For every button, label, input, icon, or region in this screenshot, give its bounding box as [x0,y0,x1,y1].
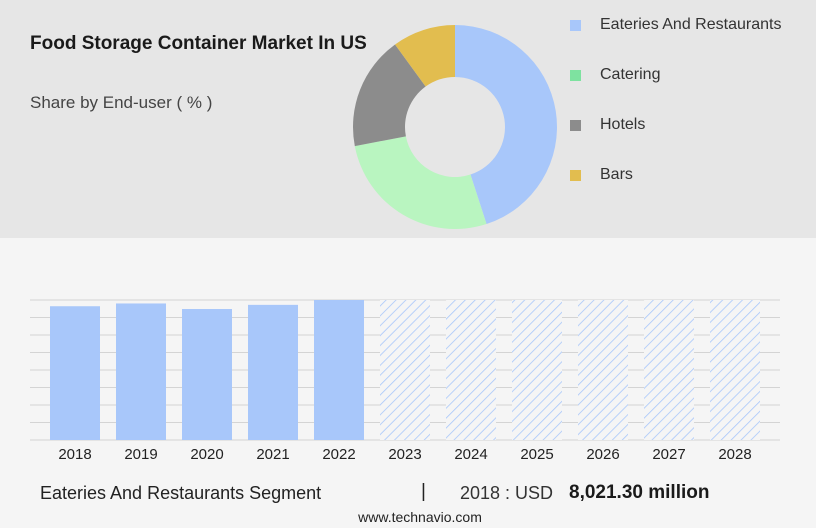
legend-label: Hotels [600,116,646,133]
x-tick-label: 2025 [520,446,553,463]
chart-title: Food Storage Container Market In US [30,33,367,54]
footer-divider: | [421,481,426,502]
year-label: 2018 : USD [460,483,554,503]
forecast-bar-2024 [446,300,496,440]
chart-subtitle: Share by End-user ( % ) [30,93,213,112]
bar-2021 [248,304,298,440]
legend-swatch [570,120,581,131]
donut-chart [353,25,557,229]
segment-label: Eateries And Restaurants Segment [40,483,322,503]
legend-label: Bars [600,166,633,183]
forecast-bar-2026 [578,300,628,440]
legend-label: Catering [600,66,661,83]
x-tick-label: 2026 [586,446,619,463]
chart-header-panel: Food Storage Container Market In US Shar… [0,0,816,238]
x-tick-label: 2023 [388,446,421,463]
forecast-bar-2028 [710,300,760,440]
legend-swatch [570,20,581,31]
x-tick-label: 2020 [190,446,223,463]
bar-2018 [50,306,100,440]
forecast-bar-2023 [380,300,430,440]
donut-slice-eateries-and-restaurants [455,25,557,225]
legend-item-eateries: Eateries And Restaurants [570,14,810,38]
legend-item-catering: Catering [570,64,810,88]
source-link[interactable]: www.technavio.com [358,509,482,525]
legend-item-hotels: Hotels [570,114,810,138]
legend-swatch [570,70,581,81]
x-tick-label: 2019 [124,446,157,463]
forecast-bar-2025 [512,300,562,440]
x-tick-label: 2018 [58,446,91,463]
legend-item-bars: Bars [570,164,810,188]
x-tick-label: 2027 [652,446,685,463]
donut-slice-hotels [353,44,426,147]
forecast-bar-2027 [644,300,694,440]
bar-chart: 2018 2019 2020 2021 2022 2023 2024 2025 2026 2027… [30,299,780,463]
donut-slice-bars [395,25,455,87]
donut-slice-catering [354,136,487,229]
x-tick-label: 2028 [718,446,751,463]
bar-2022 [314,300,364,440]
legend-label: Eateries And Restaurants [600,16,782,33]
bar-2020 [182,309,232,440]
x-tick-label: 2022 [322,446,355,463]
bar-2019 [116,303,166,440]
x-tick-label: 2021 [256,446,289,463]
legend-swatch [570,170,581,181]
segment-value: 8,021.30 million [569,482,710,503]
x-tick-label: 2024 [454,446,487,463]
